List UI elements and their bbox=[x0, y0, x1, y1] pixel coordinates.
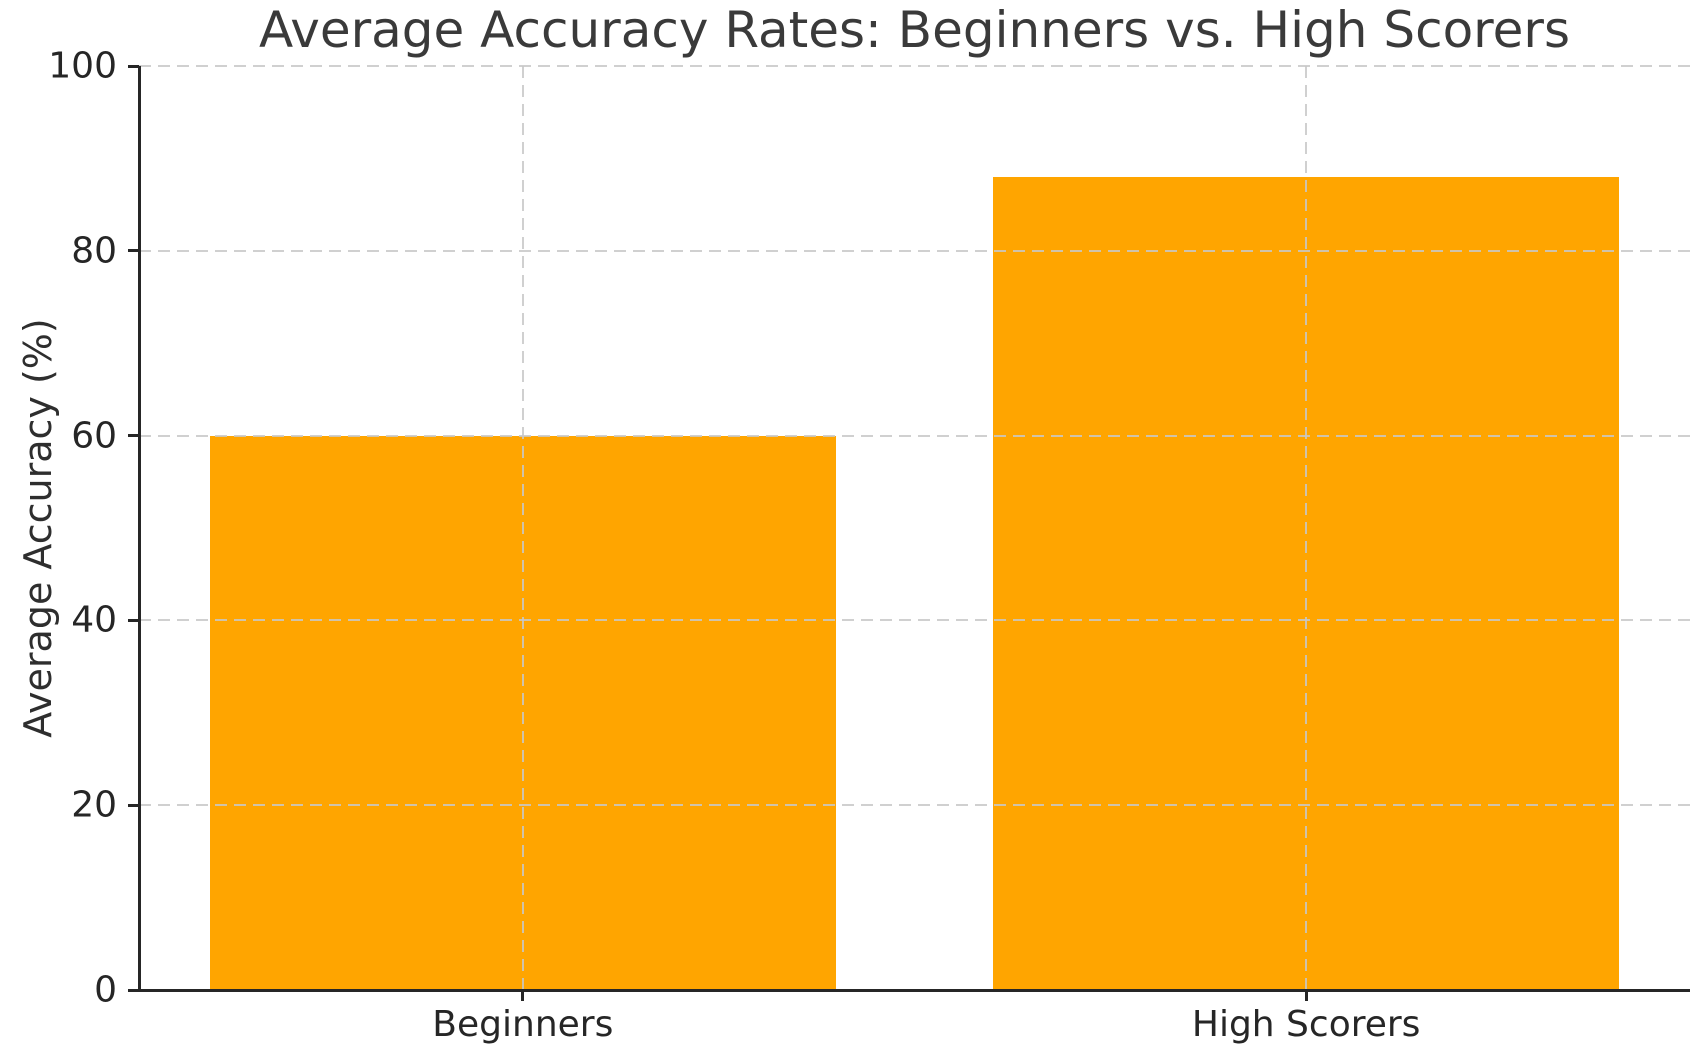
y-tick-mark bbox=[128, 64, 139, 68]
y-tick-mark bbox=[128, 618, 139, 622]
y-tick-mark bbox=[128, 803, 139, 807]
x-tick-mark bbox=[521, 990, 525, 1001]
grid-line-h bbox=[139, 804, 1690, 807]
y-tick-label: 100 bbox=[48, 45, 117, 87]
x-tick-label: Beginners bbox=[432, 1004, 614, 1045]
y-tick-label: 20 bbox=[71, 784, 117, 826]
y-tick-label: 40 bbox=[71, 599, 117, 641]
y-tick-label: 80 bbox=[71, 230, 117, 272]
chart-title: Average Accuracy Rates: Beginners vs. Hi… bbox=[258, 1, 1571, 59]
grid-line-h bbox=[139, 249, 1690, 252]
y-tick-mark bbox=[128, 434, 139, 438]
x-tick-mark bbox=[1304, 990, 1308, 1001]
y-axis-spine bbox=[137, 66, 141, 992]
y-tick-mark bbox=[128, 988, 139, 992]
grid-line-v bbox=[1305, 66, 1308, 990]
y-tick-mark bbox=[128, 249, 139, 253]
grid-line-v bbox=[521, 66, 524, 990]
y-tick-label: 60 bbox=[71, 415, 117, 457]
y-tick-label: 0 bbox=[94, 969, 117, 1011]
grid-line-h bbox=[139, 65, 1690, 67]
x-tick-label: High Scorers bbox=[1191, 1004, 1421, 1045]
grid-line-h bbox=[139, 619, 1690, 622]
x-axis-spine bbox=[139, 988, 1690, 992]
grid-line-h bbox=[139, 434, 1690, 437]
